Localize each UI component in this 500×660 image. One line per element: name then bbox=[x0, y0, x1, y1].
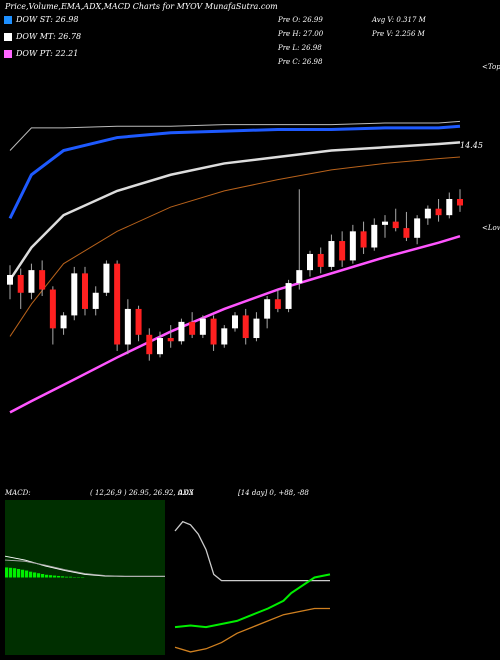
candle-body bbox=[242, 315, 249, 339]
candle-body bbox=[71, 273, 78, 316]
candle-body bbox=[232, 315, 238, 329]
candle-body bbox=[285, 283, 292, 309]
hist-bar bbox=[33, 572, 37, 578]
annotation: 14.45 bbox=[460, 141, 483, 150]
line bbox=[9, 120, 461, 151]
hist-bar bbox=[29, 571, 33, 578]
candle-body bbox=[307, 253, 313, 271]
panel-title: MACD: bbox=[4, 489, 31, 497]
line bbox=[9, 156, 461, 337]
legend-swatch bbox=[4, 33, 12, 41]
candle-body bbox=[103, 263, 110, 293]
hist-bar bbox=[5, 567, 9, 578]
line bbox=[9, 234, 461, 414]
candle-body bbox=[446, 199, 453, 216]
candle-body bbox=[82, 273, 88, 309]
candle-body bbox=[28, 270, 35, 293]
candle-body bbox=[392, 221, 399, 229]
legend-label: DOW MT: 26.78 bbox=[15, 32, 81, 41]
candle-body bbox=[457, 199, 463, 206]
annotation: <Tops bbox=[482, 63, 500, 71]
candle-body bbox=[349, 231, 356, 261]
candle-body bbox=[167, 338, 174, 342]
line bbox=[174, 607, 330, 653]
chart-title: Price,Volume,EMA,ADX,MACD Charts for MYO… bbox=[4, 2, 278, 11]
hist-bar bbox=[41, 574, 45, 578]
panel-subtitle: ( 12,26,9 ) 26.95, 26.92, 0.03 bbox=[90, 489, 194, 497]
line bbox=[174, 520, 330, 582]
candle-body bbox=[371, 224, 378, 248]
legend-swatch bbox=[4, 50, 12, 58]
candle-body bbox=[49, 289, 56, 329]
line bbox=[174, 573, 331, 629]
line bbox=[4, 559, 165, 577]
candle-body bbox=[199, 318, 206, 335]
hist-bar bbox=[65, 576, 69, 578]
candle-body bbox=[221, 328, 228, 345]
hist-bar bbox=[37, 573, 41, 578]
candle-body bbox=[157, 338, 163, 355]
candle-body bbox=[264, 299, 271, 319]
hist-bar bbox=[61, 576, 65, 578]
hist-bar bbox=[9, 567, 13, 578]
candle-body bbox=[296, 270, 303, 284]
info-text: Pre V: 2.256 M bbox=[371, 30, 426, 38]
candle-body bbox=[360, 231, 367, 248]
candle-body bbox=[253, 318, 260, 339]
hist-bar bbox=[49, 575, 53, 578]
info-text: Pre H: 27.00 bbox=[277, 30, 324, 38]
hist-bar bbox=[45, 574, 49, 578]
legend-label: DOW ST: 26.98 bbox=[15, 15, 78, 24]
annotation: <Lows bbox=[482, 224, 500, 232]
candle-body bbox=[7, 274, 13, 285]
candle-body bbox=[60, 315, 67, 329]
candle-body bbox=[382, 221, 388, 225]
info-text: Pre O: 26.99 bbox=[277, 16, 323, 24]
legend-swatch bbox=[4, 16, 12, 24]
candle-body bbox=[92, 292, 99, 309]
hist-bar bbox=[25, 570, 29, 578]
candle-body bbox=[210, 318, 217, 345]
info-text: Pre L: 26.98 bbox=[277, 44, 322, 52]
candle-body bbox=[178, 321, 185, 342]
info-text: Pre C: 26.98 bbox=[277, 58, 323, 66]
candle-body bbox=[114, 263, 121, 345]
candle-body bbox=[339, 241, 346, 261]
panel-title: ADX bbox=[177, 489, 195, 497]
line bbox=[8, 141, 461, 281]
candle-body bbox=[435, 208, 442, 216]
hist-bar bbox=[21, 569, 25, 578]
candle-body bbox=[189, 321, 196, 335]
candle-body bbox=[39, 270, 46, 290]
hist-bar bbox=[57, 575, 61, 578]
hist-bar bbox=[13, 568, 17, 578]
candle-body bbox=[317, 253, 324, 267]
hist-bar bbox=[17, 568, 21, 578]
info-text: Avg V: 0.317 M bbox=[371, 16, 427, 24]
candle-body bbox=[135, 308, 142, 335]
line bbox=[8, 124, 461, 220]
hist-bar bbox=[53, 575, 57, 578]
candle-body bbox=[328, 241, 335, 267]
candle-body bbox=[274, 299, 281, 309]
candle-body bbox=[17, 274, 24, 293]
legend-label: DOW PT: 22.21 bbox=[15, 49, 78, 58]
candle-body bbox=[403, 228, 410, 238]
candle-body bbox=[124, 308, 131, 345]
candle-body bbox=[146, 334, 153, 355]
panel-subtitle: [14 day] 0, +88, -88 bbox=[238, 489, 309, 497]
hist-bar bbox=[69, 576, 73, 578]
candle-body bbox=[414, 218, 421, 238]
candle-body bbox=[424, 208, 431, 219]
